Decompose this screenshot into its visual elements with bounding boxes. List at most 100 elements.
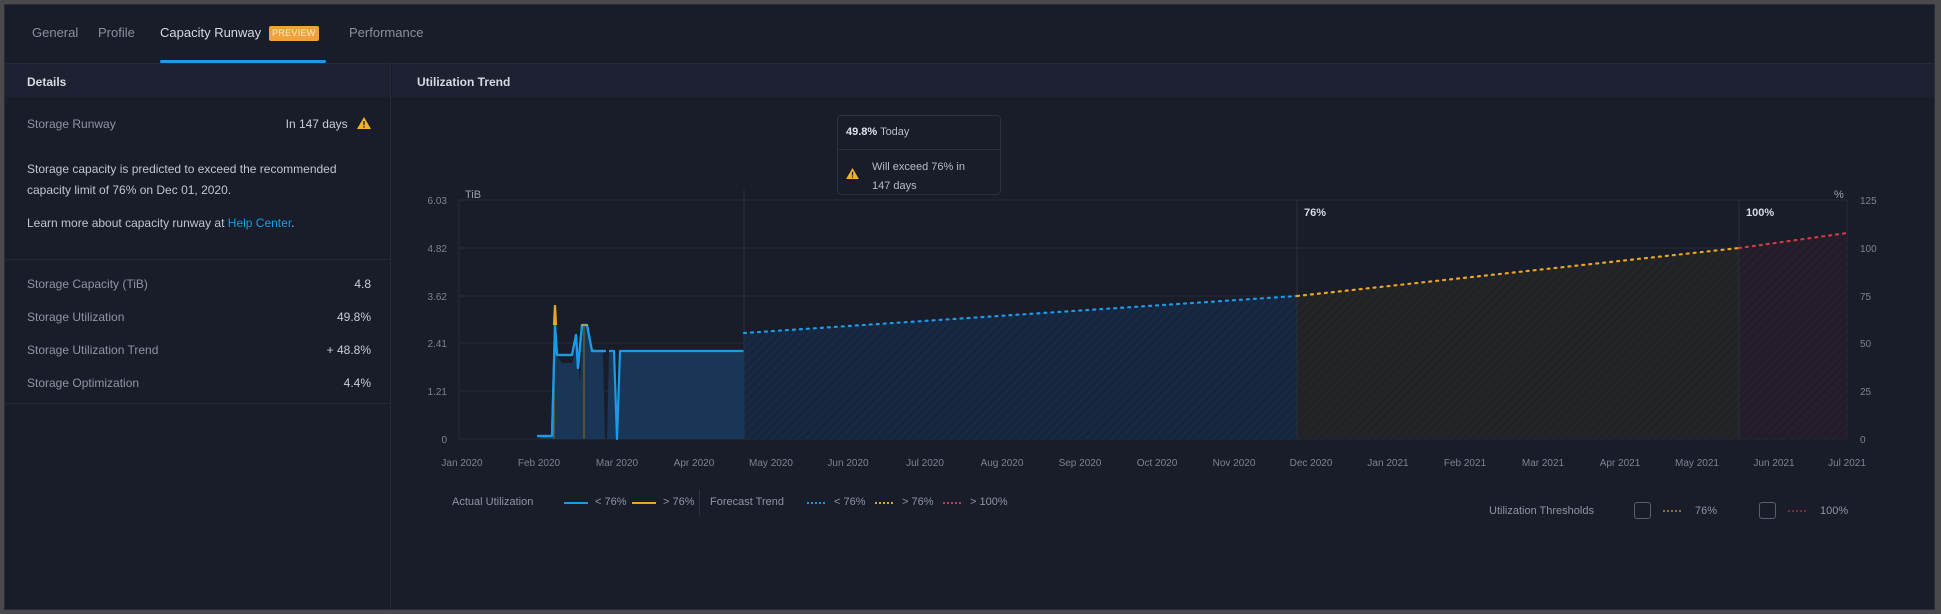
svg-text:Feb 2021: Feb 2021	[1444, 458, 1487, 469]
tab-general[interactable]: General	[32, 25, 79, 40]
learn-more-text: Learn more about capacity runway at Help…	[27, 213, 367, 234]
svg-text:May 2020: May 2020	[749, 458, 793, 469]
actual-area	[540, 325, 744, 439]
tab-capacity-runway[interactable]: Capacity Runway	[160, 25, 262, 40]
capacity-runway-window: General Profile Capacity Runway PREVIEW …	[4, 4, 1935, 610]
legend-swatch-forecast-above-100	[943, 502, 963, 504]
metric-value: 49.8%	[336, 310, 371, 324]
threshold-76-label: 76%	[1695, 505, 1718, 517]
learn-more-suffix: .	[291, 216, 295, 230]
right-y-axis: 125 100 75 50 25 0	[1860, 196, 1877, 446]
metric-label: Storage Utilization Trend	[27, 343, 159, 357]
legend-swatch-actual-above	[632, 502, 656, 504]
tooltip-separator	[838, 149, 1000, 150]
svg-text:100: 100	[1860, 244, 1877, 255]
forecast-area-above-76	[1297, 248, 1739, 439]
legend-forecast-below[interactable]: < 76%	[834, 496, 866, 508]
svg-text:Dec 2020: Dec 2020	[1290, 458, 1333, 469]
left-axis-unit: TiB	[465, 189, 481, 201]
tooltip-value-label: Today	[880, 126, 910, 138]
legend-swatch-actual-below	[564, 502, 588, 504]
svg-text:25: 25	[1860, 387, 1872, 398]
utilization-trend-panel: Utilization Trend	[392, 63, 1935, 610]
svg-text:Jan 2021: Jan 2021	[1367, 458, 1409, 469]
tab-performance[interactable]: Performance	[349, 25, 424, 40]
svg-text:Jun 2020: Jun 2020	[827, 458, 869, 469]
svg-text:Jul 2020: Jul 2020	[906, 458, 944, 469]
tab-profile[interactable]: Profile	[98, 25, 135, 40]
forecast-area-above-100	[1739, 233, 1847, 439]
legend-swatch-threshold-76	[1663, 510, 1683, 512]
svg-text:Feb 2020: Feb 2020	[518, 458, 561, 469]
forecast-above-100-line	[1737, 231, 1849, 250]
svg-text:0: 0	[441, 435, 447, 446]
warning-icon	[357, 117, 371, 129]
x-axis: Jan 2020 Feb 2020 Mar 2020 Apr 2020 May …	[441, 458, 1866, 469]
svg-text:Apr 2021: Apr 2021	[1600, 458, 1641, 469]
preview-badge: PREVIEW	[269, 26, 319, 41]
metric-label: Storage Optimization	[27, 376, 140, 390]
forecast-area-below-76	[744, 296, 1297, 439]
utilization-trend-title: Utilization Trend	[417, 75, 511, 89]
metric-value: + 48.8%	[326, 343, 371, 357]
legend-actual-below[interactable]: < 76%	[595, 496, 627, 508]
legend-swatch-forecast-above-76	[875, 502, 895, 504]
forecast-below-76-line	[742, 294, 1299, 335]
right-axis-unit: %	[1834, 189, 1844, 201]
svg-text:6.03: 6.03	[428, 196, 448, 207]
metrics-divider	[5, 403, 391, 404]
threshold-76-label: 76%	[1304, 207, 1326, 219]
svg-text:75: 75	[1860, 292, 1872, 303]
actual-above-76-segment	[552, 304, 558, 326]
svg-text:Jan 2020: Jan 2020	[441, 458, 483, 469]
storage-runway-value-wrap: In 147 days	[286, 117, 371, 131]
svg-text:May 2021: May 2021	[1675, 458, 1719, 469]
utilization-chart[interactable]: 76% 100% 6.03 4.82 3.62 2.41 1.21 0 TiB …	[392, 63, 1935, 610]
details-divider	[5, 259, 391, 260]
svg-text:Sep 2020: Sep 2020	[1059, 458, 1102, 469]
tooltip-warning-line2: 147 days	[872, 180, 917, 192]
svg-text:1.21: 1.21	[428, 387, 448, 398]
tooltip-warning: Will exceed 76% in 147 days	[872, 158, 992, 196]
legend-divider	[699, 490, 700, 516]
svg-text:Mar 2021: Mar 2021	[1522, 458, 1565, 469]
svg-text:4.82: 4.82	[428, 244, 448, 255]
details-title: Details	[27, 75, 67, 89]
storage-runway-value: In 147 days	[285, 117, 348, 131]
threshold-100-checkbox[interactable]	[1759, 502, 1776, 519]
tab-bar: General Profile Capacity Runway PREVIEW …	[5, 5, 1934, 63]
warning-icon	[846, 168, 859, 179]
tooltip-value: 49.8%	[846, 126, 878, 138]
legend-forecast-above-100[interactable]: > 100%	[970, 496, 1008, 508]
svg-text:50: 50	[1860, 339, 1872, 350]
tooltip-warning-line1: Will exceed 76% in	[872, 161, 965, 173]
legend-forecast-label: Forecast Trend	[710, 496, 784, 508]
threshold-100-label: 100%	[1820, 505, 1849, 517]
svg-text:2.41: 2.41	[428, 339, 448, 350]
legend-forecast-above-76[interactable]: > 76%	[902, 496, 934, 508]
metric-label: Storage Capacity (TiB)	[27, 277, 148, 291]
svg-text:125: 125	[1860, 196, 1877, 207]
utilization-trend-header: Utilization Trend	[392, 63, 1934, 97]
threshold-100-label: 100%	[1746, 207, 1774, 219]
today-tooltip: 49.8% Today Will exceed 76% in 147 days	[837, 115, 1001, 195]
metric-label: Storage Utilization	[27, 310, 125, 324]
prediction-text: Storage capacity is predicted to exceed …	[27, 162, 337, 197]
metric-value: 4.8	[354, 277, 371, 291]
forecast-above-76-line	[1295, 246, 1741, 298]
details-header: Details	[5, 63, 390, 97]
threshold-76-checkbox[interactable]	[1634, 502, 1651, 519]
help-center-link[interactable]: Help Center	[227, 216, 292, 230]
left-y-axis: 6.03 4.82 3.62 2.41 1.21 0	[428, 196, 448, 446]
legend-swatch-threshold-100	[1788, 510, 1808, 512]
learn-more-prefix: Learn more about capacity runway at	[27, 216, 228, 230]
legend-actual-label: Actual Utilization	[452, 496, 534, 508]
metric-value: 4.4%	[343, 376, 371, 390]
legend-actual-above[interactable]: > 76%	[663, 496, 695, 508]
thresholds-label: Utilization Thresholds	[1489, 505, 1594, 517]
svg-text:Mar 2020: Mar 2020	[596, 458, 639, 469]
svg-text:Aug 2020: Aug 2020	[981, 458, 1024, 469]
svg-text:Jun 2021: Jun 2021	[1753, 458, 1795, 469]
svg-text:Jul 2021: Jul 2021	[1828, 458, 1866, 469]
legend-swatch-forecast-below	[807, 502, 827, 504]
